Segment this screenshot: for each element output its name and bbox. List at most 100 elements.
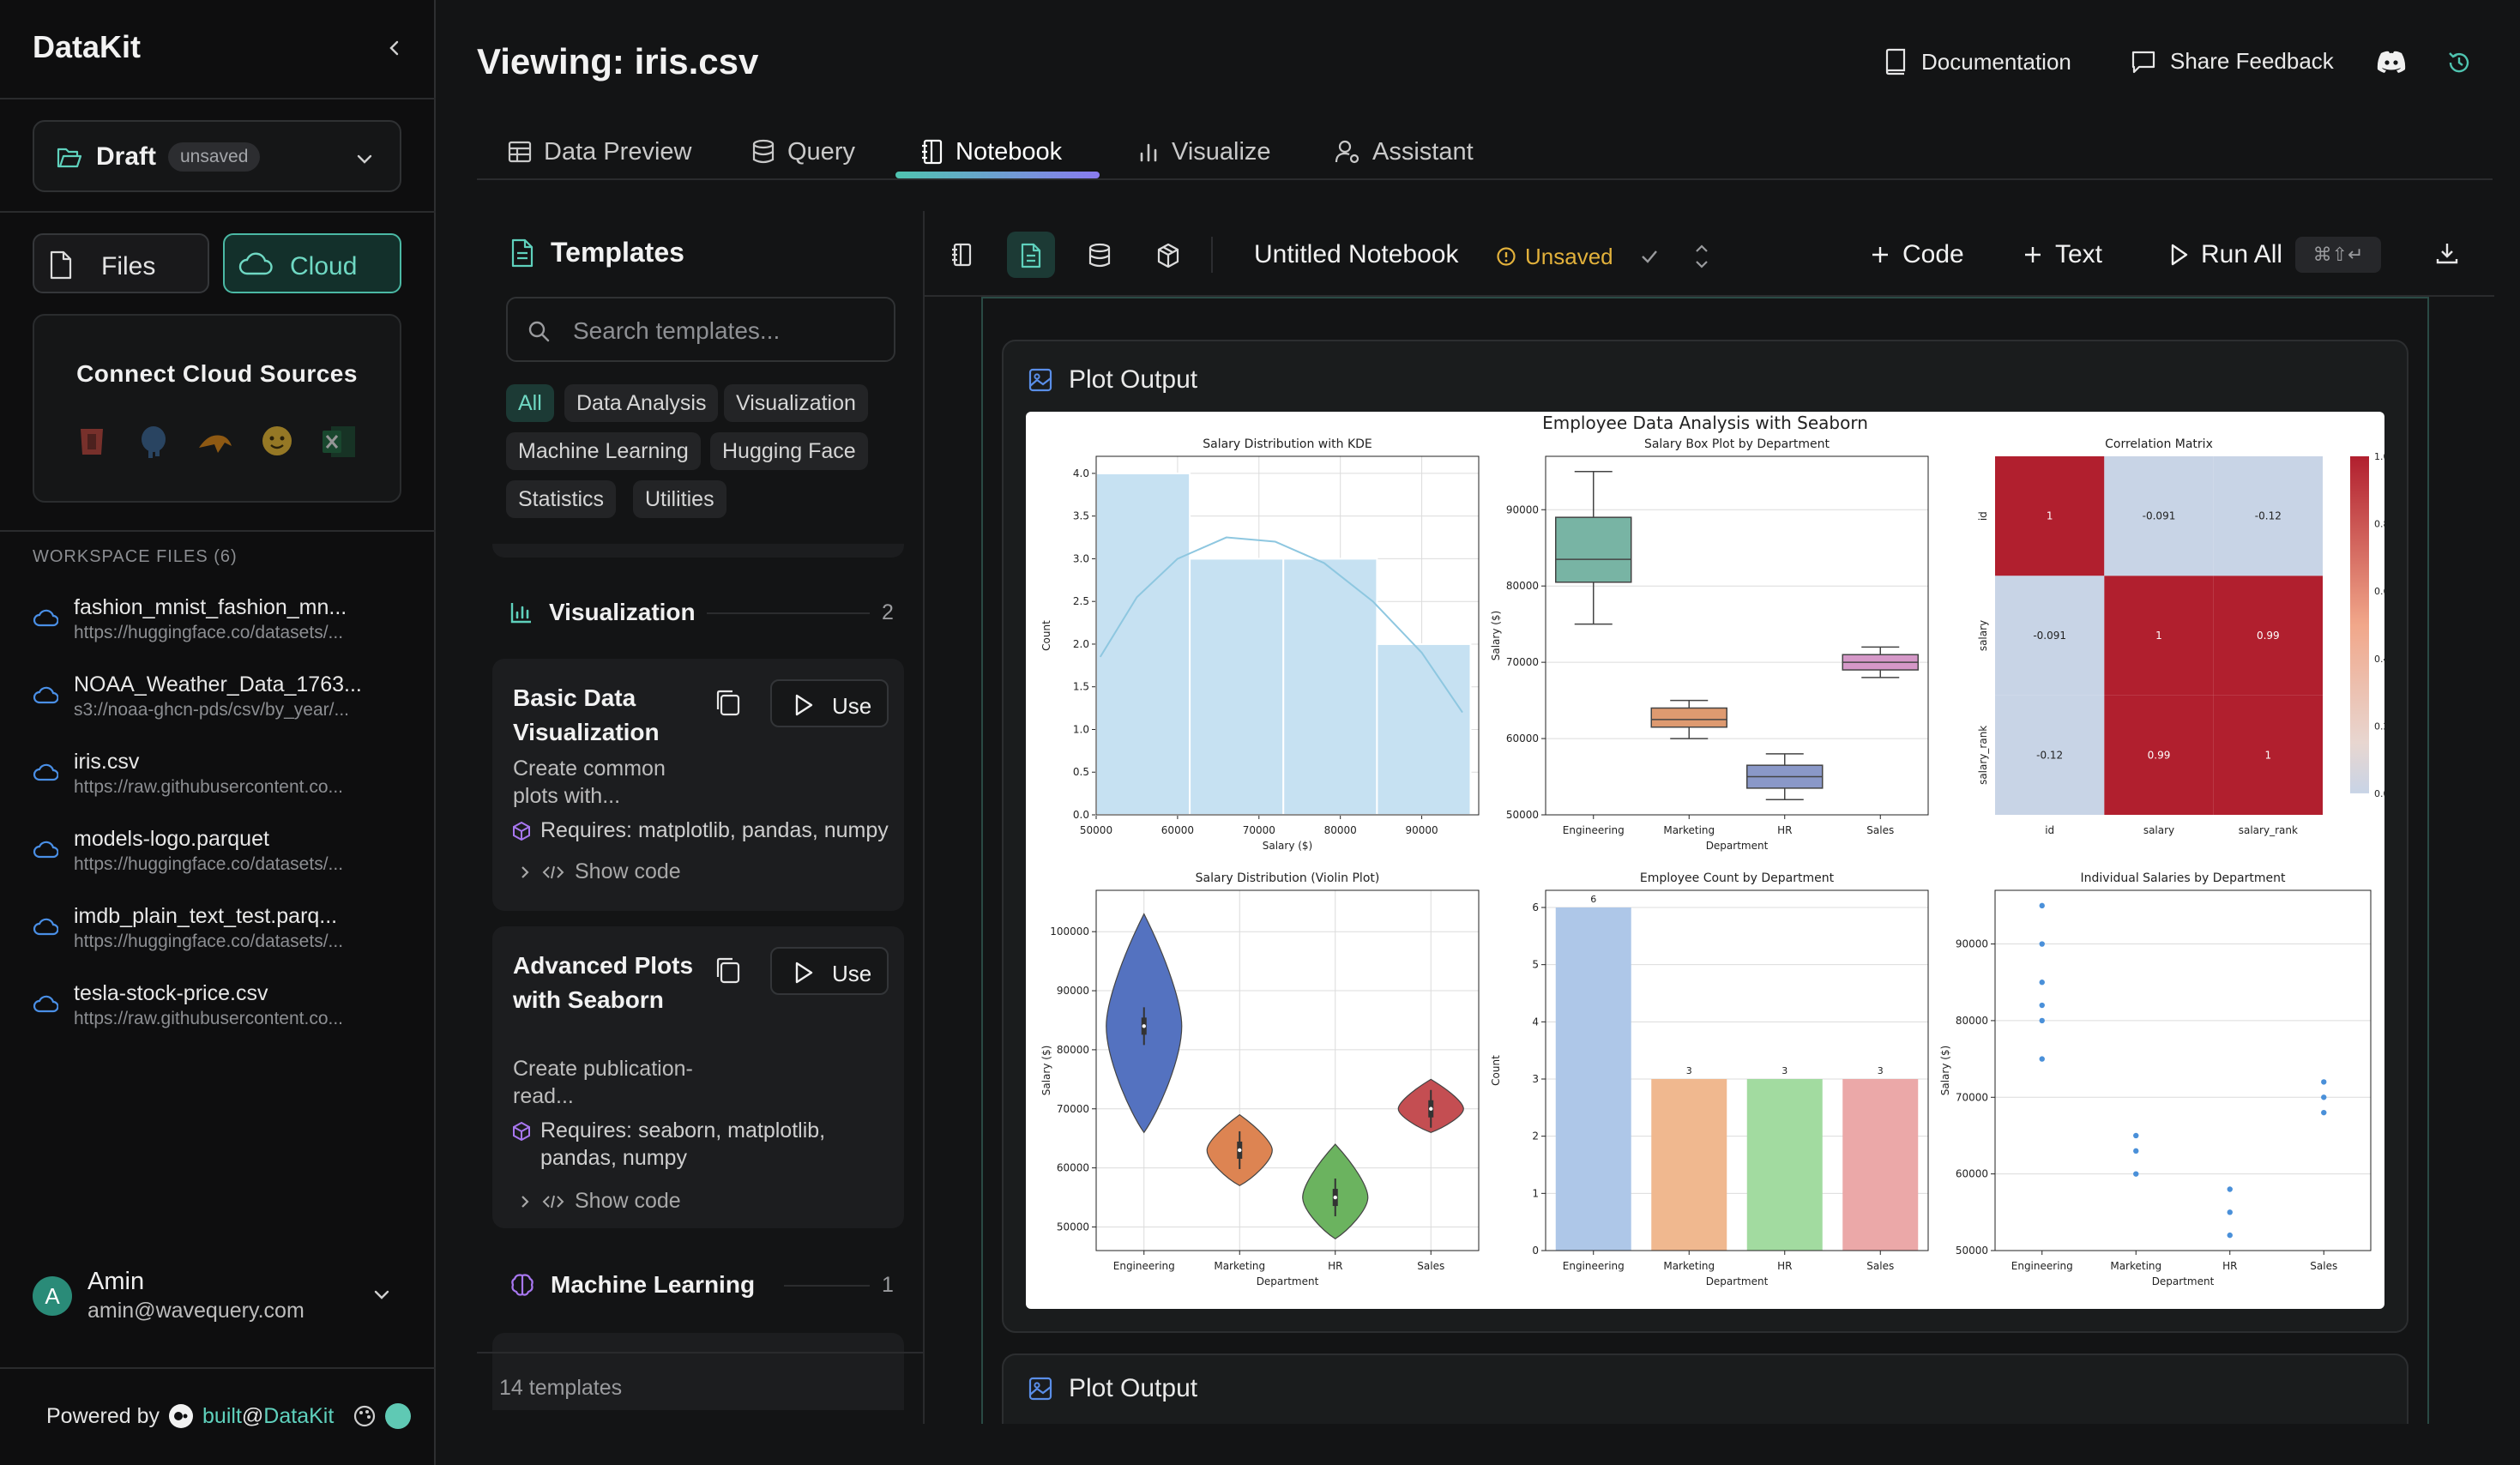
huggingface-icon[interactable] — [257, 422, 297, 461]
chevron-down-icon — [357, 154, 372, 164]
tab-visualize[interactable]: Visualize — [1137, 134, 1271, 170]
data-point — [2133, 1171, 2139, 1177]
filter-chip-visualization[interactable]: Visualization — [724, 384, 868, 422]
postgres-icon[interactable] — [134, 422, 173, 461]
data-point — [2039, 1002, 2045, 1009]
templates-toggle-button[interactable] — [1007, 232, 1055, 278]
y-tick-label: 0 — [1532, 1245, 1539, 1257]
y-tick-label: 60000 — [1956, 1168, 1988, 1180]
notebook-title[interactable]: Untitled Notebook — [1254, 240, 1459, 268]
template-card[interactable]: Advanced Plots with Seaborn Create publi… — [492, 926, 904, 1228]
subplot-title: Correlation Matrix — [2105, 437, 2213, 451]
user-menu[interactable]: A Amin amin@wavequery.com — [33, 1268, 410, 1336]
excel-icon[interactable] — [319, 422, 359, 461]
divider — [0, 211, 436, 213]
filter-chip-all[interactable]: All — [506, 384, 554, 422]
download-icon[interactable] — [2434, 240, 2460, 266]
y-tick-label: 2.5 — [1073, 595, 1089, 607]
collapse-sidebar-button[interactable] — [384, 38, 405, 58]
x-tick-label: Sales — [1866, 824, 1894, 836]
book-icon — [1885, 48, 1906, 75]
page-title: Viewing: iris.csv — [477, 41, 759, 81]
y-tick-label: 3.5 — [1073, 510, 1089, 522]
divider — [1211, 237, 1213, 273]
y-tick-label: 90000 — [1956, 938, 1988, 950]
mysql-icon[interactable] — [196, 422, 235, 461]
cloud-tab[interactable]: Cloud — [223, 233, 401, 293]
datasets-button[interactable] — [1076, 232, 1124, 278]
tab-data-preview[interactable]: Data Preview — [508, 134, 691, 170]
template-card[interactable] — [492, 544, 904, 558]
filter-chip-hugging-face[interactable]: Hugging Face — [710, 432, 868, 470]
palette-icon[interactable] — [353, 1404, 377, 1428]
x-tick-label: Marketing — [1214, 1260, 1265, 1272]
show-code-toggle[interactable]: Show code — [518, 859, 681, 884]
file-name: fashion_mnist_fashion_mn... — [74, 595, 347, 619]
bar-chart-icon — [510, 603, 531, 624]
template-card[interactable] — [492, 1333, 904, 1410]
brain-icon — [511, 1274, 534, 1296]
plot-output-label: Plot Output — [1069, 365, 1198, 394]
packages-button[interactable] — [1144, 232, 1192, 278]
aws-s3-icon[interactable] — [72, 422, 112, 461]
filter-chip-utilities[interactable]: Utilities — [633, 480, 726, 518]
workspace-file-item[interactable]: imdb_plain_text_test.parq... https://hugg… — [33, 904, 410, 973]
file-url: https://huggingface.co/datasets/... — [74, 931, 344, 951]
search-placeholder: Search templates... — [573, 317, 781, 344]
filter-chip-machine-learning[interactable]: Machine Learning — [506, 432, 701, 470]
workspace-file-item[interactable]: fashion_mnist_fashion_mn... https://huggi… — [33, 595, 410, 664]
workspace-file-item[interactable]: NOAA_Weather_Data_1763... s3://noaa-ghcn-… — [33, 672, 410, 741]
share-feedback-link[interactable]: Share Feedback — [2131, 48, 2334, 75]
file-name: NOAA_Weather_Data_1763... — [74, 672, 362, 696]
x-tick-label: Marketing — [1663, 824, 1715, 836]
builtat-link-prefix: built — [202, 1403, 242, 1428]
heatmap-cell — [2213, 695, 2323, 815]
tab-assistant[interactable]: Assistant — [1335, 134, 1474, 170]
copy-icon[interactable] — [714, 956, 743, 986]
discord-icon[interactable] — [2376, 50, 2407, 74]
folder-open-icon — [57, 148, 82, 168]
kde-line — [1099, 536, 1463, 714]
y-tick-label: 1.0 — [1073, 723, 1089, 735]
check-icon[interactable] — [1639, 246, 1660, 267]
tab-query[interactable]: Query — [751, 134, 855, 170]
requirements-text: Requires: seaborn, matplotlib, pandas, n… — [540, 1118, 826, 1170]
documentation-link[interactable]: Documentation — [1884, 48, 2071, 75]
builtat-link[interactable]: built@DataKit — [202, 1404, 334, 1429]
code-icon — [542, 865, 564, 878]
chevrons-up-down-icon[interactable] — [1692, 242, 1711, 271]
toggle-sidebar-button[interactable] — [938, 232, 986, 278]
workspace-file-item[interactable]: tesla-stock-price.csv https://raw.githubu… — [33, 981, 410, 1050]
x-axis-label: Department — [1706, 1275, 1769, 1287]
notebook-cell — [981, 297, 2429, 1424]
x-tick-label: Marketing — [2110, 1260, 2161, 1272]
theme-color-swatch[interactable] — [385, 1403, 412, 1429]
powered-by: Powered by built@DataKit — [46, 1403, 412, 1429]
histogram-bar — [1189, 558, 1285, 817]
workspace-file-item[interactable]: iris.csv https://raw.githubusercontent.co… — [33, 750, 410, 818]
draft-selector[interactable]: Draft unsaved — [33, 120, 401, 192]
filter-chip-statistics[interactable]: Statistics — [506, 480, 617, 518]
run-all-button[interactable]: Run All — [2168, 240, 2282, 269]
workspace-file-item[interactable]: models-logo.parquet https://huggingface.c… — [33, 827, 410, 895]
cloud-icon — [33, 763, 58, 781]
connect-cloud-sources-panel[interactable]: Connect Cloud Sources — [33, 314, 401, 503]
filter-chip-data-analysis[interactable]: Data Analysis — [564, 384, 719, 422]
add-code-cell-button[interactable]: Code — [1870, 240, 1964, 269]
tab-notebook[interactable]: Notebook — [921, 134, 1062, 170]
files-tab[interactable]: Files — [33, 233, 209, 293]
heatmap-cell-label: -0.12 — [2255, 510, 2282, 522]
show-code-toggle[interactable]: Show code — [518, 1189, 681, 1214]
history-icon[interactable] — [2446, 50, 2472, 75]
add-text-cell-button[interactable]: Text — [2023, 240, 2102, 269]
run-all-shortcut: ⌘⇧↵ — [2295, 237, 2381, 273]
template-card[interactable]: Basic Data Visualization Create common p… — [492, 659, 904, 911]
file-url: https://raw.githubusercontent.co... — [74, 1009, 344, 1028]
subplot-title: Salary Box Plot by Department — [1644, 437, 1830, 451]
template-search-input[interactable]: Search templates... — [506, 297, 895, 362]
use-template-button[interactable]: Use — [770, 947, 889, 995]
bar-data-label: 6 — [1590, 894, 1596, 905]
templates-list[interactable]: Visualization 2 Basic Data Visualization… — [492, 544, 921, 1410]
use-template-button[interactable]: Use — [770, 679, 889, 727]
copy-icon[interactable] — [714, 688, 743, 719]
